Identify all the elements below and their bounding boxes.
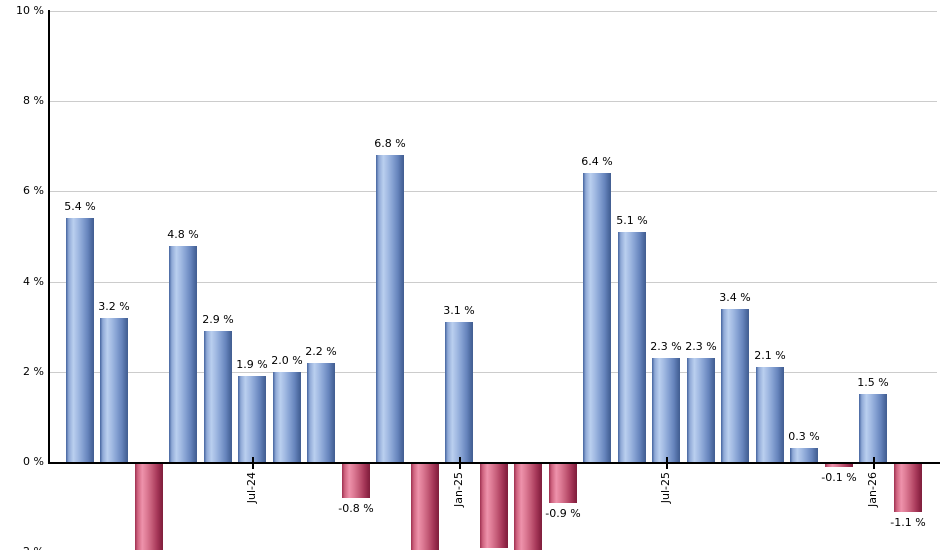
y-axis-tick-label: 6 % xyxy=(23,184,44,197)
bar-negative xyxy=(480,462,508,548)
bar-positive xyxy=(238,376,266,462)
bar-negative xyxy=(549,462,577,503)
x-axis-tick-label: Jul-25 xyxy=(659,472,672,504)
y-axis-tick-label: 2 % xyxy=(23,365,44,378)
bar-positive xyxy=(445,322,473,462)
bar-value-label: 5.1 % xyxy=(616,214,648,227)
bar-negative xyxy=(825,462,853,467)
x-axis-tick-label: Jan-26 xyxy=(866,472,879,507)
bar-value-label: 4.8 % xyxy=(167,228,199,241)
gridline xyxy=(48,11,937,12)
x-axis-line xyxy=(48,462,940,464)
bar-value-label: -1.1 % xyxy=(890,516,926,529)
bar-positive xyxy=(376,155,404,462)
bar-value-label: 3.2 % xyxy=(98,300,130,313)
bar-value-label: -0.8 % xyxy=(338,502,374,515)
bar-positive xyxy=(204,331,232,462)
bar-positive xyxy=(66,218,94,462)
bar-value-label: 5.4 % xyxy=(64,200,96,213)
gridline xyxy=(48,372,937,373)
bar-positive xyxy=(756,367,784,462)
bar-value-label: 2.0 % xyxy=(271,354,303,367)
bar-positive xyxy=(307,363,335,462)
bar-value-label: 2.2 % xyxy=(305,345,337,358)
bar-positive xyxy=(100,318,128,462)
y-axis-tick-label: 4 % xyxy=(23,275,44,288)
x-axis-tick xyxy=(252,457,254,469)
bar-positive xyxy=(652,358,680,462)
x-axis-tick-label: Jul-24 xyxy=(245,472,258,504)
bar-value-label: 3.4 % xyxy=(719,291,751,304)
bar-value-label: 6.8 % xyxy=(374,137,406,150)
gridline xyxy=(48,191,937,192)
y-axis-tick-label: 10 % xyxy=(16,4,44,17)
bar-positive xyxy=(721,309,749,462)
bar-negative xyxy=(411,462,439,550)
bar-positive xyxy=(583,173,611,462)
y-axis-tick-label: 8 % xyxy=(23,94,44,107)
x-axis-tick-label: Jan-25 xyxy=(452,472,465,507)
gridline xyxy=(48,282,937,283)
bar-value-label: 1.9 % xyxy=(236,358,268,371)
bar-positive xyxy=(859,394,887,462)
x-axis-tick xyxy=(459,457,461,469)
y-axis-tick-label: 0 % xyxy=(23,455,44,468)
bar-negative xyxy=(514,462,542,550)
bar-value-label: 6.4 % xyxy=(581,155,613,168)
bar-value-label: -0.1 % xyxy=(821,471,857,484)
bar-negative xyxy=(342,462,370,498)
bar-negative xyxy=(135,462,163,550)
bar-value-label: 2.3 % xyxy=(685,340,717,353)
bar-negative xyxy=(894,462,922,512)
bar-positive xyxy=(790,448,818,462)
gridline xyxy=(48,101,937,102)
bar-positive xyxy=(169,246,197,462)
bar-value-label: 1.5 % xyxy=(857,376,889,389)
bar-value-label: 3.1 % xyxy=(443,304,475,317)
bar-value-label: 2.9 % xyxy=(202,313,234,326)
bar-value-label: 2.3 % xyxy=(650,340,682,353)
y-axis-line xyxy=(48,10,50,464)
bar-value-label: 2.1 % xyxy=(754,349,786,362)
bar-value-label: -0.9 % xyxy=(545,507,581,520)
bar-positive xyxy=(273,372,301,462)
bar-value-label: 0.3 % xyxy=(788,430,820,443)
bar-positive xyxy=(618,232,646,462)
x-axis-tick xyxy=(666,457,668,469)
y-axis-tick-label: -2 % xyxy=(0,545,44,550)
bar-positive xyxy=(687,358,715,462)
x-axis-tick xyxy=(873,457,875,469)
